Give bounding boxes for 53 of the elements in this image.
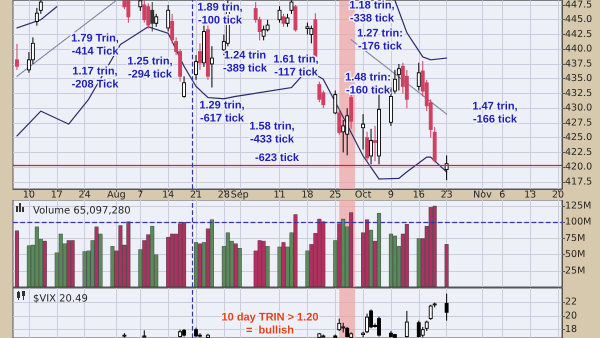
annotation: 1.47 trin, -166 tick (472, 100, 518, 126)
y-tick-label: 445.0 (565, 14, 592, 26)
y-tick-label: 25M (565, 265, 586, 276)
x-tick-label: 9 (388, 190, 394, 200)
annotation: 1.24 trin -389 tick (222, 50, 268, 74)
x-tick-label: 17 (50, 190, 63, 200)
x-tick-label: 18 (301, 190, 314, 200)
x-tick-label: Sep (230, 190, 249, 200)
x-tick-label: 25 (329, 190, 342, 200)
y-tick-label: 417.5 (565, 176, 592, 188)
y-tick-label: 440.0 (565, 44, 592, 55)
x-tick-label: Aug (107, 190, 126, 200)
annotation: 1.18 trin, -338 tick (349, 0, 395, 24)
y-tick-label: 425.0 (565, 132, 592, 144)
annotation: -623 tick (254, 152, 300, 164)
x-tick-label: 10 (22, 190, 35, 200)
y-tick-label: 430.0 (565, 102, 592, 114)
y-tick-label: 75M (565, 232, 586, 244)
x-tick-label: 14 (162, 190, 174, 200)
x-tick-label: 24 (78, 190, 91, 200)
x-tick-label: 16 (412, 190, 425, 200)
y-tick-label: 427.5 (565, 117, 592, 128)
y-tick-label: 435.0 (565, 73, 592, 84)
x-tick-label: 20 (552, 190, 564, 200)
x-tick-label: 6 (499, 190, 506, 200)
y-tick-label: 100M (565, 216, 592, 228)
x-tick-label: 28 (218, 190, 230, 200)
x-tick-label: 7 (137, 190, 144, 200)
y-tick-label: 18 (565, 324, 578, 336)
x-tick-label: 23 (440, 190, 453, 200)
chart-title: $VIX 20.49 (33, 294, 88, 304)
y-tick-label: 125M (565, 200, 592, 212)
annotation: 10 day TRIN > 1.20 = bullish (222, 312, 318, 336)
annotation: 1.29 trin, -617 tick (199, 100, 245, 124)
x-tick-label: 13 (524, 190, 536, 200)
x-tick-label: 21 (190, 190, 202, 200)
annotation: 1.27 trin: -176 tick (357, 28, 403, 52)
y-tick-label: 20 (565, 310, 578, 322)
annotation: 1.48 trin: -160 tick (345, 72, 391, 96)
y-tick-label: 422.5 (565, 146, 592, 158)
annotation: 1.25 trin, -294 tick (127, 56, 173, 80)
y-tick-label: 437.5 (565, 58, 592, 70)
text: Volume 65,097,280 (33, 206, 131, 216)
x-tick-label: Oct (354, 190, 372, 200)
y-tick-label: 442.5 (565, 28, 592, 40)
x-tick-label: 11 (273, 190, 286, 200)
y-tick-label: 22 (565, 296, 578, 308)
x-tick-label: Nov (473, 190, 492, 200)
y-tick-label: 420.0 (565, 162, 592, 173)
y-tick-label: 50M (565, 249, 586, 260)
annotation: 1.58 trin, -433 tick (249, 120, 295, 146)
y-tick-label: 447.5 (565, 0, 592, 10)
y-tick-label: 432.5 (565, 88, 592, 99)
